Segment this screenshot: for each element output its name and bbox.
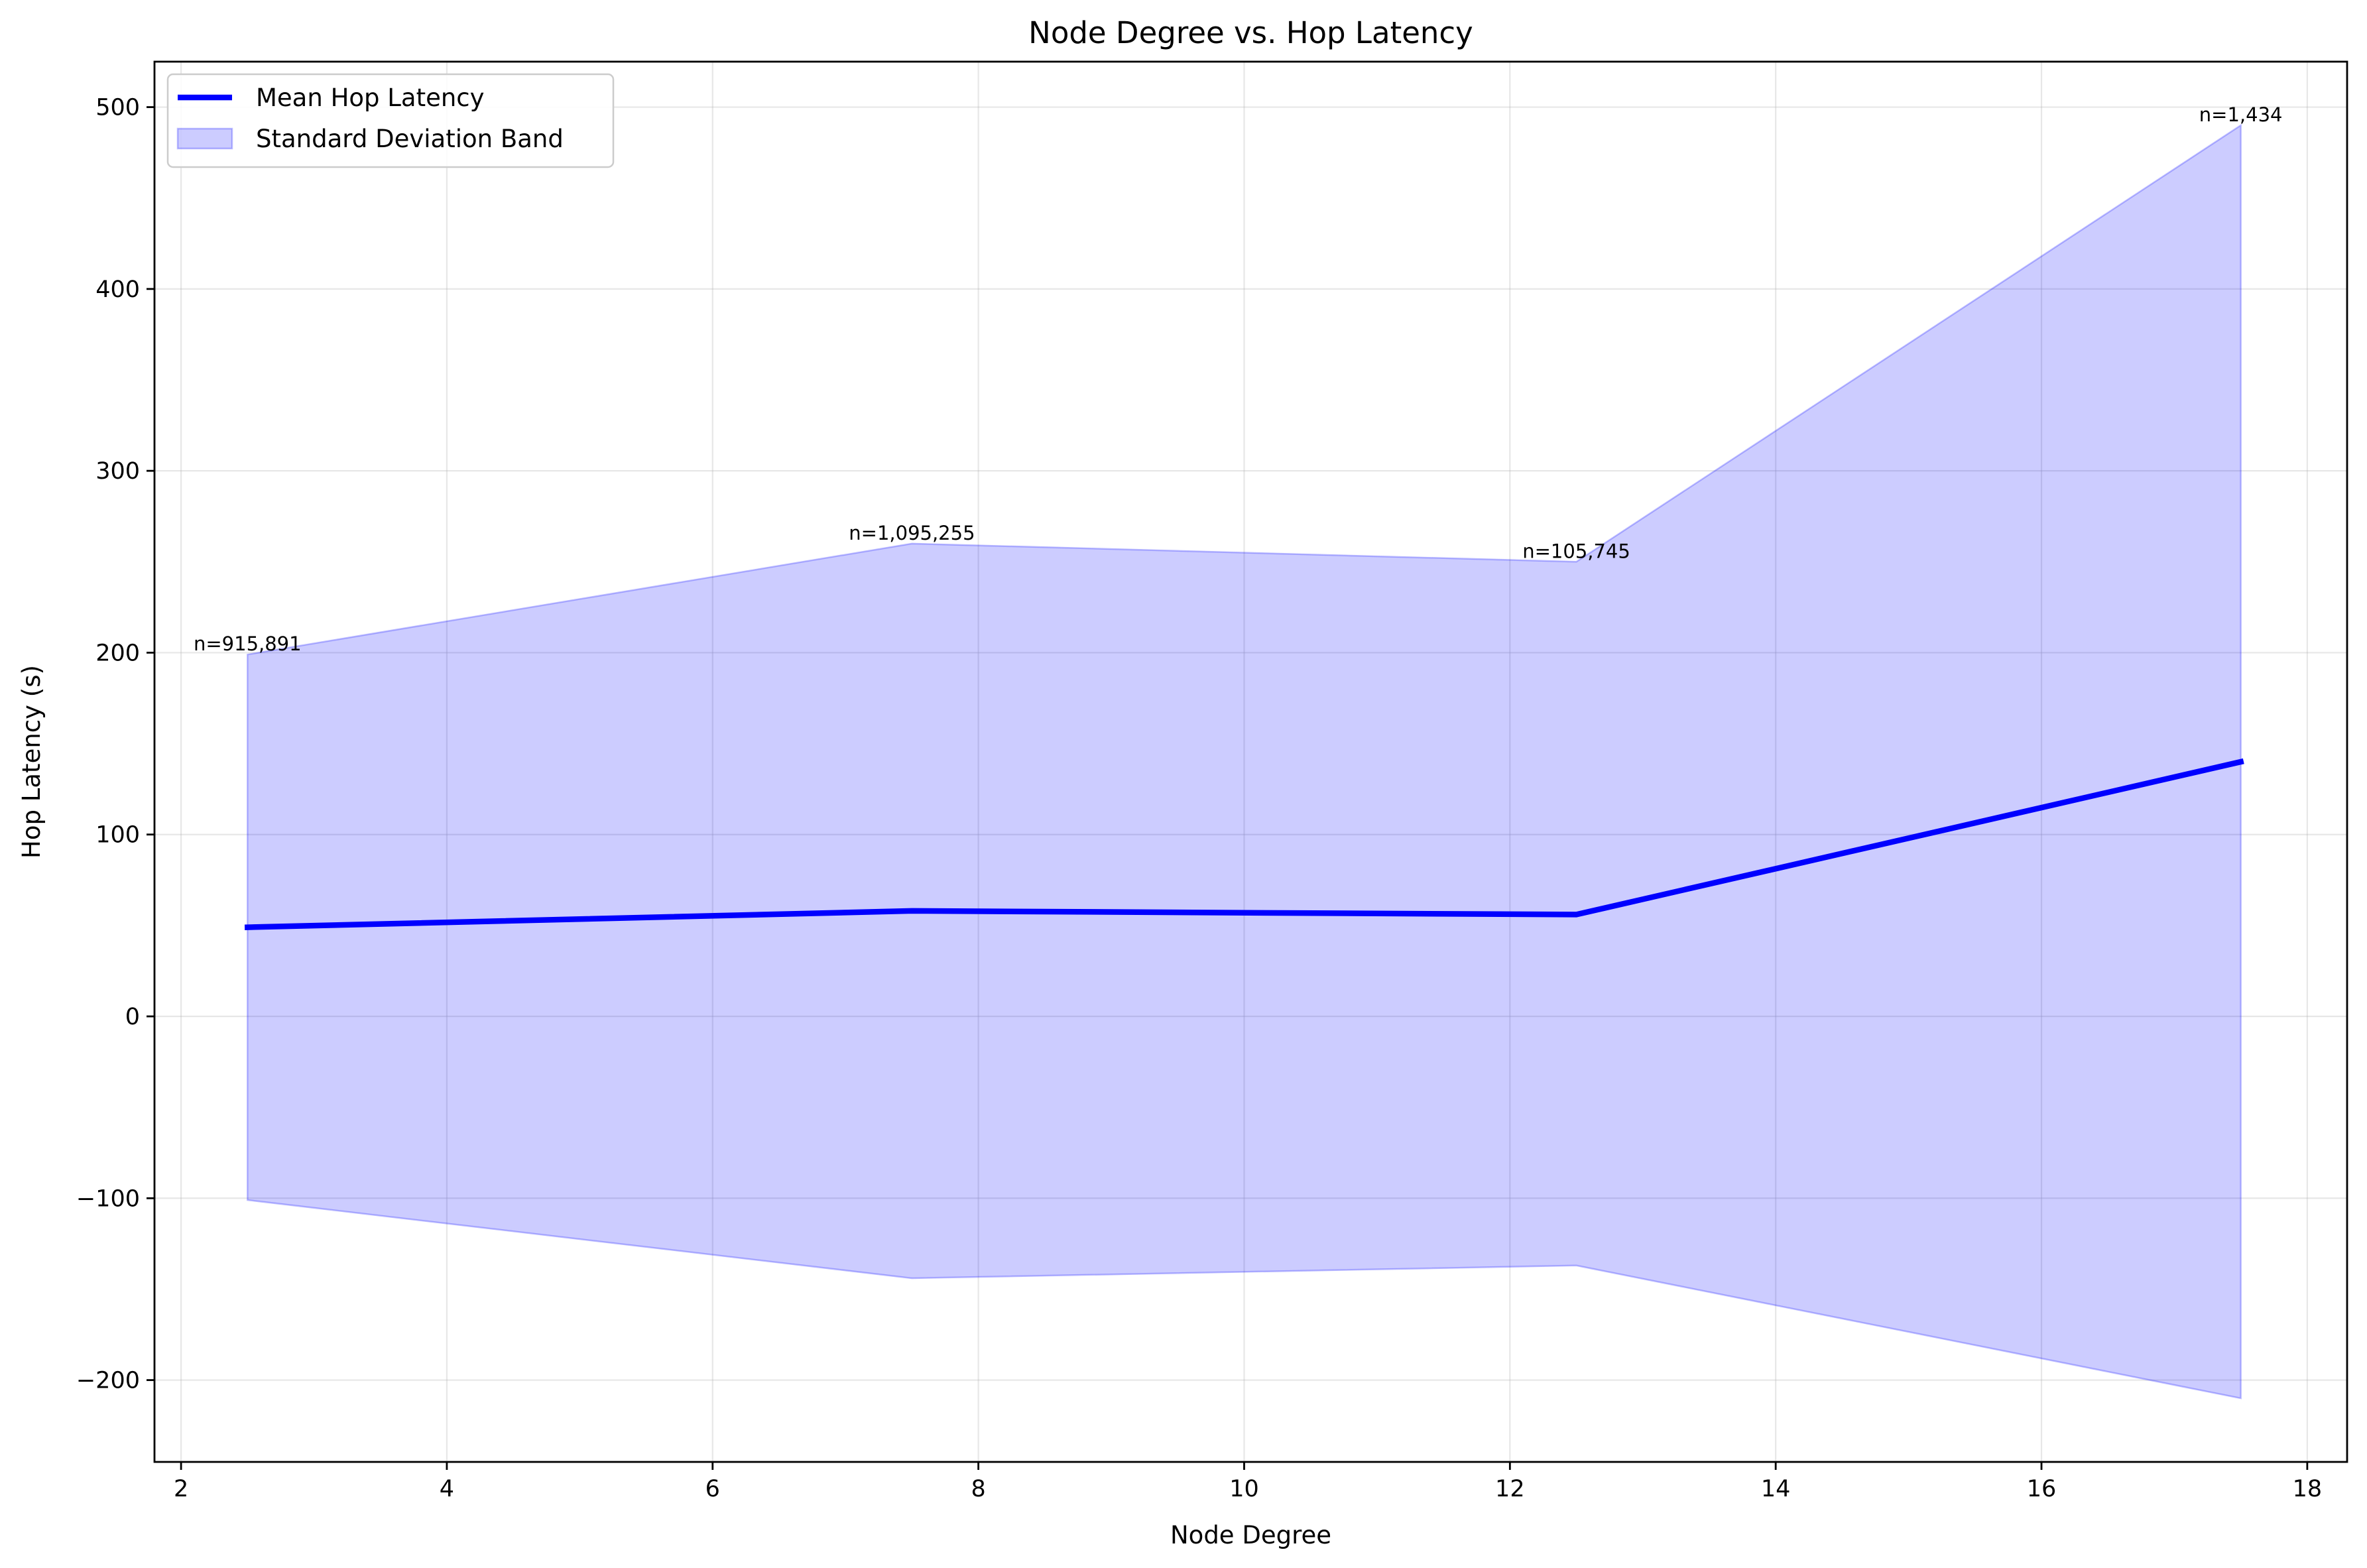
legend-band-swatch [176, 127, 233, 150]
x-axis-label: Node Degree [1170, 1521, 1331, 1549]
y-tick-label: −200 [76, 1368, 140, 1394]
y-tick-label: −100 [76, 1185, 140, 1212]
x-tick-label: 18 [2293, 1476, 2323, 1502]
x-tick-label: 16 [2027, 1476, 2057, 1502]
x-tick-label: 6 [705, 1476, 720, 1502]
y-tick-label: 100 [95, 822, 140, 849]
std-band-layer [247, 123, 2242, 1400]
axes-frame [153, 60, 2348, 1463]
std-deviation-band [247, 123, 2242, 1400]
legend-label-band: Standard Deviation Band [256, 125, 564, 153]
y-tick-label: 0 [125, 1004, 140, 1030]
legend-box [166, 73, 615, 168]
annotation-layer: n=915,891 n=1,095,255 n=105,745 n=1,434 [194, 103, 2283, 655]
sample-count-label: n=1,434 [2199, 103, 2283, 126]
grid [154, 62, 2347, 1462]
y-tick-label: 500 [95, 95, 140, 121]
x-tick-label: 12 [1495, 1476, 1525, 1502]
sample-count-label: n=1,095,255 [849, 522, 975, 544]
y-axis-label: Hop Latency (s) [17, 665, 46, 859]
x-tick-label: 4 [440, 1476, 454, 1502]
y-tick-label: 400 [95, 276, 140, 303]
chart-title: Node Degree vs. Hop Latency [1028, 15, 1473, 50]
sample-count-label: n=105,745 [1522, 540, 1630, 562]
series-layer [244, 758, 2244, 930]
legend: Mean Hop Latency Standard Deviation Band [166, 73, 615, 168]
mean-hop-latency-line [244, 758, 2244, 930]
x-tick-label: 8 [971, 1476, 985, 1502]
x-tick-label: 2 [174, 1476, 188, 1502]
sample-count-label: n=915,891 [194, 633, 302, 655]
y-tick-label: 200 [95, 640, 140, 666]
legend-label-mean: Mean Hop Latency [256, 84, 485, 112]
axes-layer: 2 4 6 8 10 12 14 16 18 −200 −100 0 100 200 300 400 500 [76, 60, 2348, 1502]
y-tick-label: 300 [95, 458, 140, 485]
x-tick-label: 10 [1229, 1476, 1259, 1502]
x-tick-label: 14 [1761, 1476, 1791, 1502]
